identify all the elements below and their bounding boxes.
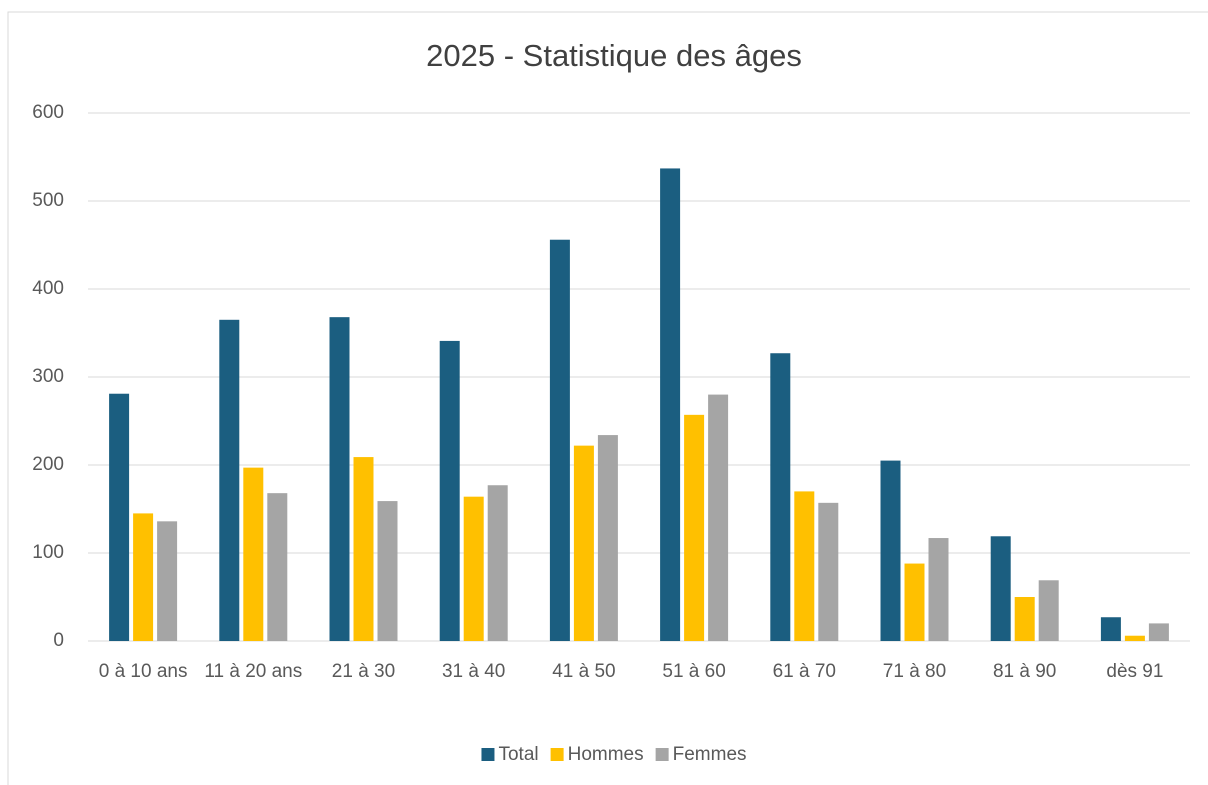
legend-swatch [550, 748, 564, 761]
x-tick-label: 71 à 80 [883, 661, 946, 682]
bar [990, 536, 1011, 641]
bar [267, 493, 288, 641]
legend-label: Femmes [673, 744, 747, 765]
y-tick-label: 200 [32, 454, 64, 475]
bar [219, 319, 240, 641]
bar [684, 414, 705, 641]
x-tick-label: dès 91 [1106, 661, 1163, 682]
x-tick-label: 11 à 20 ans [204, 661, 302, 682]
legend-swatch [481, 748, 495, 761]
bar [818, 502, 839, 641]
bar [770, 353, 791, 641]
bar [1148, 623, 1169, 641]
bar [133, 513, 154, 641]
bar [880, 460, 901, 641]
legend-item: Femmes [655, 744, 747, 765]
y-tick-label: 100 [32, 542, 64, 563]
y-tick-label: 400 [32, 278, 64, 299]
x-tick-label: 0 à 10 ans [99, 661, 188, 682]
x-tick-label: 31 à 40 [442, 661, 505, 682]
bar [597, 435, 618, 641]
chart-title: 2025 - Statistique des âges [426, 38, 802, 73]
y-tick-label: 0 [53, 630, 64, 651]
bar [329, 317, 350, 641]
x-tick-label: 81 à 90 [993, 661, 1056, 682]
x-tick-label: 41 à 50 [552, 661, 615, 682]
bar [904, 563, 925, 641]
bar [794, 491, 815, 641]
chart-frame [7, 11, 1208, 785]
bar [439, 340, 460, 641]
bar [660, 168, 681, 641]
bar [243, 467, 264, 641]
legend-item: Hommes [550, 744, 644, 765]
bar [377, 501, 398, 641]
legend-label: Total [498, 744, 538, 765]
bar [353, 457, 374, 641]
x-tick-label: 51 à 60 [662, 661, 725, 682]
y-tick-label: 500 [32, 190, 64, 211]
bar [1124, 635, 1145, 641]
bar [487, 485, 508, 641]
bar [463, 496, 484, 641]
x-tick-label: 61 à 70 [773, 661, 836, 682]
bar [549, 239, 570, 641]
bar [708, 394, 729, 641]
bar [1038, 580, 1059, 641]
bar [109, 393, 130, 641]
x-tick-label: 21 à 30 [332, 661, 395, 682]
bar [157, 521, 178, 641]
bar [1014, 597, 1035, 641]
y-tick-label: 600 [32, 102, 64, 123]
legend-label: Hommes [568, 744, 644, 765]
bar [1100, 617, 1121, 641]
legend-item: Total [481, 744, 539, 765]
bar [573, 445, 594, 641]
legend-swatch [655, 748, 669, 761]
bar [928, 538, 949, 641]
y-tick-label: 300 [32, 366, 64, 387]
